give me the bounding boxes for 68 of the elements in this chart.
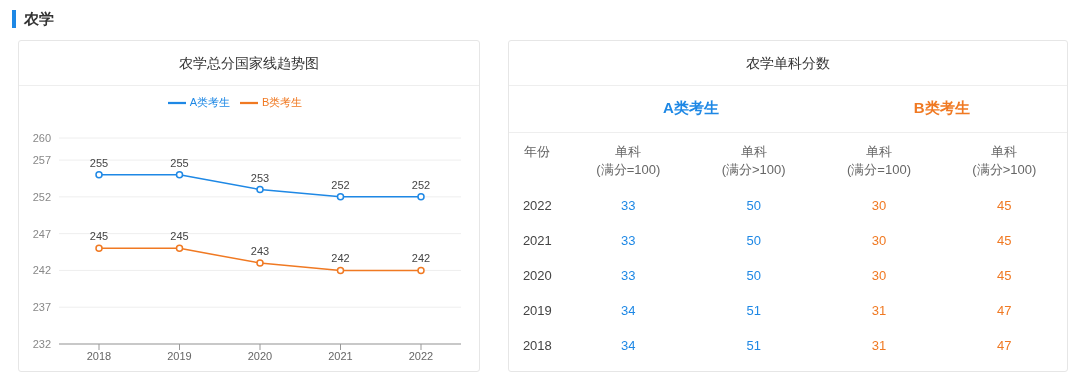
data-label: 50 — [745, 267, 762, 285]
data-label: 51 — [745, 302, 762, 320]
data-label: 253 — [250, 171, 270, 184]
point — [175, 244, 184, 253]
data-label: 47 — [996, 302, 1013, 320]
chart-title: 农学总分国家线趋势图 — [19, 41, 479, 86]
data-label: 31 — [870, 302, 888, 320]
point — [95, 244, 103, 253]
x-tick-label: 2022 — [408, 349, 434, 362]
data-label: 242 — [411, 252, 431, 265]
point — [256, 185, 264, 194]
x-tick-label: 单科 (满分=100) — [595, 142, 662, 179]
data-label: 33 — [620, 197, 637, 215]
data-label: 30 — [870, 267, 888, 285]
data-label: 45 — [996, 232, 1013, 250]
data-label: 255 — [170, 156, 189, 169]
y-tick-label: 252 — [32, 190, 51, 203]
data-label: 33 — [620, 232, 637, 250]
data-label: 243 — [250, 245, 270, 258]
data-label: 252 — [331, 178, 350, 191]
y-tick-label: 232 — [32, 337, 51, 350]
data-label: 45 — [996, 197, 1013, 215]
x-tick-label: 2020 — [247, 349, 273, 362]
y-tick-label: 260 — [32, 131, 51, 144]
point — [417, 193, 425, 201]
legend-label: A类考生 — [189, 95, 230, 108]
text: A类考生 — [662, 98, 720, 119]
data-label: 50 — [745, 232, 762, 250]
point — [95, 171, 103, 179]
y-tick-label: 2021 — [521, 232, 553, 250]
x-tick-label: 单科 (满分>100) — [720, 142, 787, 179]
point — [175, 171, 184, 179]
x-tick-label: 2021 — [328, 349, 353, 362]
point — [336, 193, 345, 201]
y-tick-label: 2022 — [521, 197, 553, 215]
point — [417, 266, 425, 275]
x-tick-label: 单科 (满分>100) — [971, 142, 1038, 179]
y-tick-label: 2019 — [521, 302, 553, 320]
data-label: 30 — [870, 197, 888, 215]
data-label: 242 — [331, 252, 350, 265]
x-tick-label: 单科 (满分=100) — [846, 142, 912, 179]
y-tick-label: 247 — [32, 227, 51, 240]
x-tick-label: 2019 — [167, 349, 192, 362]
data-label: 45 — [996, 267, 1013, 285]
y-tick-label: 237 — [32, 301, 51, 314]
data-label: 31 — [870, 337, 888, 355]
legend-label: B类考生 — [262, 95, 303, 108]
data-label: 245 — [89, 230, 109, 243]
text: B类考生 — [912, 98, 971, 119]
x-tick-label: 2018 — [86, 349, 112, 362]
point — [336, 266, 345, 275]
data-label: 30 — [870, 232, 888, 250]
data-label: 51 — [745, 337, 762, 355]
data-label: 33 — [620, 267, 637, 285]
data-label: 34 — [620, 302, 637, 320]
point — [256, 259, 264, 267]
data-label: 245 — [170, 230, 189, 243]
data-label: 50 — [745, 197, 762, 215]
data-label: 34 — [620, 337, 637, 355]
y-tick-label: 257 — [32, 153, 51, 166]
y-tick-label: 242 — [32, 264, 51, 277]
data-label: 47 — [996, 337, 1013, 355]
text: 农学 — [12, 10, 54, 28]
chart-title: 农学单科分数 — [509, 41, 1067, 86]
data-label: 252 — [411, 178, 431, 191]
y-tick-label: 2020 — [521, 267, 553, 285]
y-axis-title: 年份 — [523, 142, 552, 161]
data-label: 255 — [89, 156, 109, 169]
